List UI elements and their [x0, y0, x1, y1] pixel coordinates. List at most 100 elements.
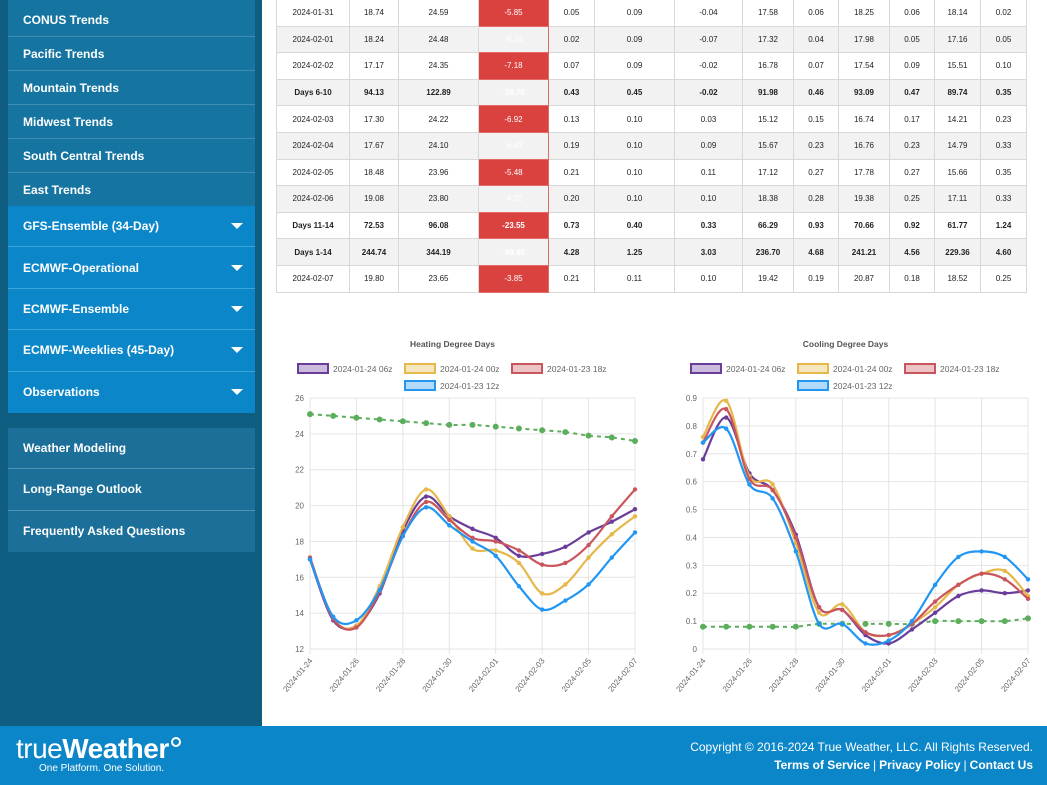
x-tick-label: 2024-02-05: [953, 656, 987, 694]
table-cell: 0.10: [594, 105, 675, 133]
data-point: [539, 591, 545, 596]
sidebar-item-south-central-trends[interactable]: South Central Trends: [8, 139, 255, 173]
table-cell: 19.80: [349, 264, 399, 293]
difference-cell: -6.43: [478, 131, 549, 160]
table-cell: 89.74: [934, 78, 981, 107]
data-point: [586, 542, 591, 548]
table-cell: 0.23: [889, 131, 935, 160]
table-cell: 0.21: [548, 264, 595, 293]
data-point: [956, 593, 961, 599]
logo-wordmark: trueWeather: [16, 734, 182, 764]
difference-cell: -23.55: [478, 211, 549, 240]
table-cell: 0.13: [548, 105, 595, 133]
data-point: [423, 487, 429, 492]
data-point: [724, 415, 729, 420]
sidebar-item-faq[interactable]: Frequently Asked Questions: [23, 524, 186, 539]
data-point: [399, 418, 406, 425]
sidebar-item-pacific-trends[interactable]: Pacific Trends: [8, 37, 255, 71]
difference-cell: -3.85: [478, 264, 549, 293]
table-cell: 24.59: [398, 0, 479, 27]
legend-label: 2024-01-23 18z: [547, 364, 607, 374]
data-point: [979, 549, 984, 554]
data-point: [516, 560, 522, 566]
data-point: [608, 434, 615, 441]
sidebar-item-ecmwf-operational[interactable]: ECMWF-Operational: [8, 247, 255, 289]
data-point: [885, 620, 892, 627]
y-tick-label: 0.7: [686, 450, 698, 459]
data-point: [793, 549, 799, 554]
y-tick-label: 0.1: [686, 617, 698, 626]
table-cell: 72.53: [349, 211, 399, 240]
data-point: [1025, 577, 1031, 582]
table-cell: 0.10: [980, 52, 1027, 80]
table-cell: 23.65: [398, 264, 479, 293]
sidebar-item-long-range-outlook[interactable]: Long-Range Outlook: [8, 469, 255, 511]
data-point: [563, 598, 568, 603]
terms-of-service-link[interactable]: Terms of Service: [774, 758, 871, 772]
data-point: [377, 587, 382, 593]
legend-label: 2024-01-24 06z: [726, 364, 786, 374]
sidebar-item-label: ECMWF-Weeklies (45-Day): [23, 343, 175, 358]
logo-tagline: One Platform. One Solution.: [39, 763, 165, 774]
table-cell: 0.17: [889, 105, 935, 133]
difference-cell: -5.85: [478, 0, 549, 27]
x-tick-label: 2024-01-24: [281, 656, 315, 694]
data-point: [932, 618, 939, 625]
table-row: 2024-02-06 19.08 23.80 -4.72 0.20 0.10 0.10 18.…: [276, 185, 1027, 213]
data-point: [609, 519, 614, 524]
table-cell: 17.30: [349, 105, 399, 133]
data-point: [609, 514, 614, 519]
caret-down-icon: [231, 347, 243, 354]
forecast-series-line: [702, 407, 1029, 637]
data-point: [563, 544, 568, 550]
data-point: [515, 425, 522, 432]
sidebar-item-gfs-ensemble[interactable]: GFS-Ensemble (34-Day): [8, 206, 255, 248]
sidebar-item-midwest-trends[interactable]: Midwest Trends: [8, 105, 255, 139]
legend-swatch: [404, 363, 436, 374]
data-point: [539, 607, 545, 612]
data-point: [354, 625, 359, 630]
table-cell: 18.38: [742, 185, 794, 213]
data-point: [447, 517, 452, 523]
data-point: [978, 618, 985, 625]
forecast-series-line: [702, 399, 1029, 638]
data-point: [816, 610, 822, 615]
sidebar-item-conus-trends[interactable]: CONUS Trends: [8, 0, 255, 37]
contact-us-link[interactable]: Contact Us: [969, 758, 1033, 772]
forecast-series-line: [702, 426, 1029, 646]
table-cell: 17.67: [349, 131, 399, 160]
footer-links: Terms of Service | Privacy Policy | Contact …: [774, 758, 1033, 772]
sidebar-item-observations[interactable]: Observations: [8, 372, 255, 413]
privacy-policy-link[interactable]: Privacy Policy: [879, 758, 961, 772]
table-cell: 24.22: [398, 105, 479, 133]
x-tick-label: 2024-02-01: [860, 656, 894, 694]
sidebar-item-weather-modeling[interactable]: Weather Modeling: [8, 428, 255, 470]
table-cell: 16.74: [838, 105, 890, 133]
data-point: [470, 546, 475, 551]
sidebar-item-ecmwf-ensemble[interactable]: ECMWF-Ensemble: [8, 289, 255, 331]
table-cell: 0.45: [594, 78, 675, 107]
sidebar-item-mountain-trends[interactable]: Mountain Trends: [8, 71, 255, 105]
data-point: [932, 599, 938, 604]
row-label-cell: 2024-02-01: [276, 25, 350, 54]
row-label-cell: Days 6-10: [276, 78, 350, 107]
y-tick-label: 0: [693, 645, 698, 654]
link-separator: |: [873, 758, 877, 772]
table-cell: 15.51: [934, 52, 981, 80]
data-point: [700, 440, 706, 445]
table-cell: 0.23: [980, 105, 1027, 133]
data-point: [376, 416, 383, 423]
data-point: [585, 432, 592, 439]
table-cell: 0.06: [889, 0, 935, 27]
data-point: [816, 621, 822, 627]
sidebar-item-label: GFS-Ensemble (34-Day): [23, 219, 160, 234]
data-point: [840, 607, 845, 613]
sidebar-item-ecmwf-weeklies[interactable]: ECMWF-Weeklies (45-Day): [8, 330, 255, 372]
table-cell: 0.11: [594, 264, 675, 293]
row-label-cell: 2024-02-05: [276, 158, 350, 187]
data-point: [1002, 554, 1007, 560]
data-point: [816, 604, 822, 610]
sidebar-item-east-trends[interactable]: East Trends: [23, 183, 92, 197]
link-menu: Weather Modeling Long-Range Outlook Freq…: [8, 428, 255, 552]
trueweather-logo[interactable]: trueWeather One Platform. One Solution.: [16, 734, 182, 774]
